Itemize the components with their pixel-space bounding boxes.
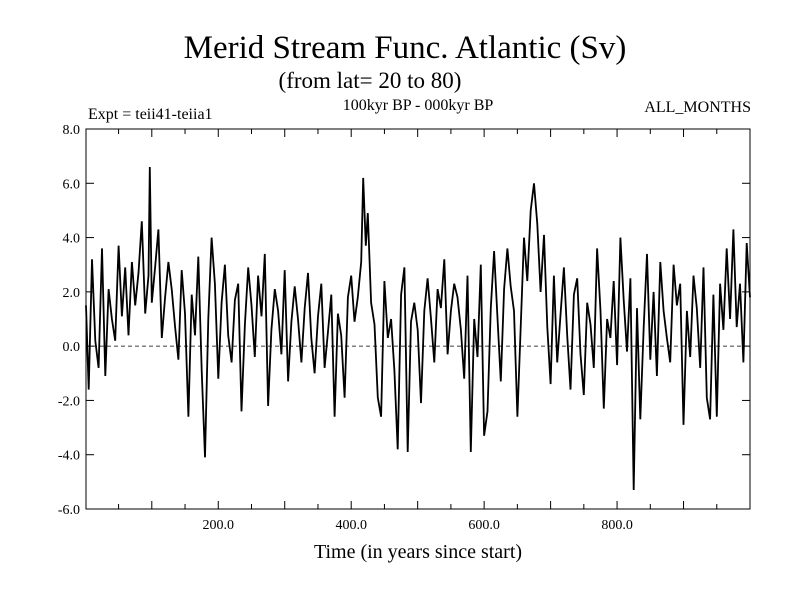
period-label: 100kyr BP - 000kyr BP xyxy=(343,97,494,114)
y-tick-label: -6.0 xyxy=(58,503,80,518)
chart-title: Merid Stream Func. Atlantic (Sv) xyxy=(184,30,627,66)
x-axis: 200.0 400.0 600.0 800.0 xyxy=(118,129,718,533)
x-tick-label: 200.0 xyxy=(203,518,235,533)
y-tick-label: 0.0 xyxy=(63,340,81,355)
chart-subtitle: (from lat= 20 to 80) xyxy=(279,68,462,93)
x-tick-label: 600.0 xyxy=(468,518,500,533)
y-tick-label: 4.0 xyxy=(63,232,81,247)
y-tick-label: -4.0 xyxy=(58,449,80,464)
y-tick-label: 6.0 xyxy=(63,177,81,192)
experiment-label: Expt = teii41-teiia1 xyxy=(88,106,213,123)
x-tick-label: 400.0 xyxy=(335,518,367,533)
y-tick-label: 8.0 xyxy=(63,123,81,138)
series-line-streamfunction xyxy=(85,166,751,491)
y-tick-label: -2.0 xyxy=(58,394,80,409)
months-label: ALL_MONTHS xyxy=(644,99,751,116)
y-tick-label: 2.0 xyxy=(63,286,81,301)
x-tick-label: 800.0 xyxy=(601,518,633,533)
x-axis-label: Time (in years since start) xyxy=(314,541,522,563)
